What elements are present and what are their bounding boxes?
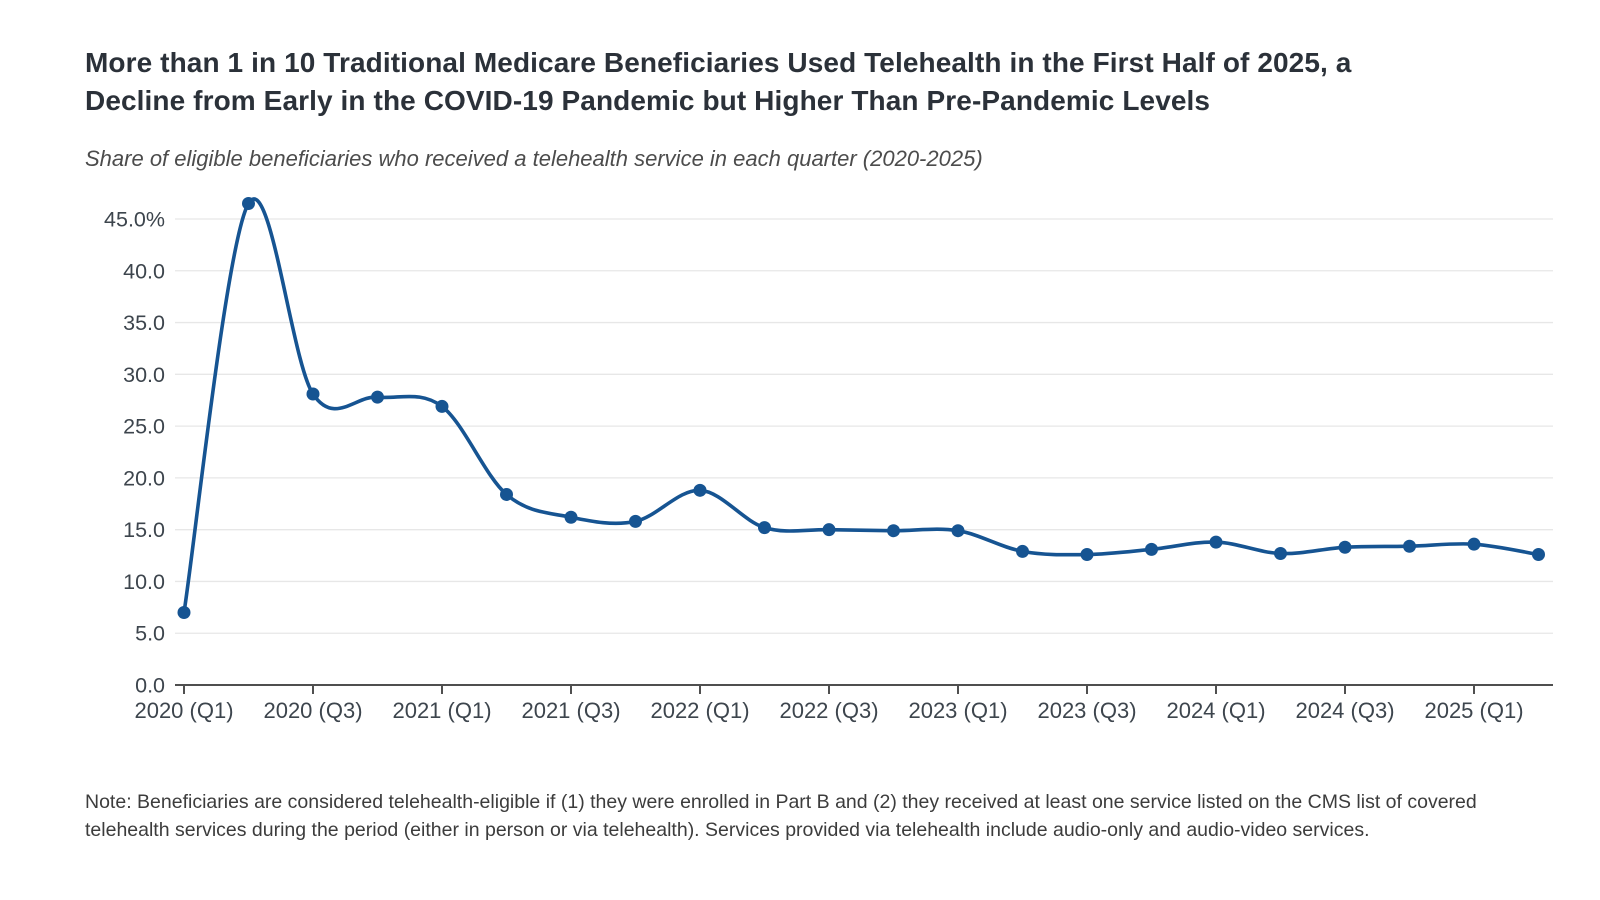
data-point[interactable] bbox=[951, 524, 965, 538]
data-point[interactable] bbox=[371, 390, 384, 404]
data-point[interactable] bbox=[887, 524, 900, 538]
y-tick-label: 45.0% bbox=[104, 208, 165, 232]
x-tick-label: 2025 (Q1) bbox=[1424, 698, 1523, 723]
data-point[interactable] bbox=[242, 196, 255, 210]
chart-title-line1: More than 1 in 10 Traditional Medicare B… bbox=[85, 47, 1352, 78]
data-point[interactable] bbox=[1467, 537, 1481, 551]
data-point[interactable] bbox=[500, 487, 513, 501]
data-point[interactable] bbox=[1016, 544, 1029, 558]
data-point[interactable] bbox=[177, 606, 191, 620]
chart-title: More than 1 in 10 Traditional Medicare B… bbox=[85, 44, 1575, 120]
y-tick-label: 30.0 bbox=[123, 363, 165, 387]
trend-line bbox=[182, 197, 1541, 615]
x-tick-label: 2023 (Q3) bbox=[1037, 698, 1136, 723]
y-tick-label: 0.0 bbox=[135, 674, 165, 698]
y-tick-label: 20.0 bbox=[123, 466, 165, 490]
x-tick-label: 2020 (Q3) bbox=[263, 698, 362, 723]
x-tick-label: 2022 (Q1) bbox=[650, 698, 749, 723]
y-tick-label: 5.0 bbox=[135, 622, 165, 646]
chart-title-line2: Decline from Early in the COVID-19 Pande… bbox=[85, 85, 1211, 116]
x-tick-label: 2022 (Q3) bbox=[779, 698, 878, 723]
y-tick-label: 25.0 bbox=[123, 415, 165, 439]
data-point[interactable] bbox=[564, 510, 578, 524]
data-point[interactable] bbox=[1080, 548, 1094, 562]
data-point[interactable] bbox=[1274, 546, 1287, 560]
data-point[interactable] bbox=[758, 521, 771, 535]
y-tick-label: 40.0 bbox=[123, 259, 165, 283]
data-point[interactable] bbox=[693, 483, 707, 497]
chart-subtitle: Share of eligible beneficiaries who rece… bbox=[85, 146, 983, 171]
y-tick-label: 15.0 bbox=[123, 518, 165, 542]
x-tick-label: 2024 (Q3) bbox=[1295, 698, 1394, 723]
x-tick-label: 2023 (Q1) bbox=[908, 698, 1007, 723]
y-tick-label: 35.0 bbox=[123, 311, 165, 335]
data-point[interactable] bbox=[822, 523, 836, 537]
x-tick-label: 2020 (Q1) bbox=[134, 698, 233, 723]
data-point[interactable] bbox=[1338, 540, 1352, 554]
x-tick-label: 2024 (Q1) bbox=[1166, 698, 1265, 723]
x-tick-label: 2021 (Q3) bbox=[521, 698, 620, 723]
x-tick-label: 2021 (Q1) bbox=[392, 698, 491, 723]
data-point[interactable] bbox=[1403, 539, 1416, 553]
footnote: Note: Beneficiaries are considered teleh… bbox=[85, 791, 1477, 841]
data-point[interactable] bbox=[629, 514, 642, 528]
data-point[interactable] bbox=[1532, 548, 1545, 562]
data-point[interactable] bbox=[435, 399, 449, 413]
y-tick-label: 10.0 bbox=[123, 570, 165, 594]
data-point[interactable] bbox=[1145, 542, 1158, 556]
data-point[interactable] bbox=[306, 387, 320, 401]
data-point[interactable] bbox=[1209, 535, 1223, 549]
